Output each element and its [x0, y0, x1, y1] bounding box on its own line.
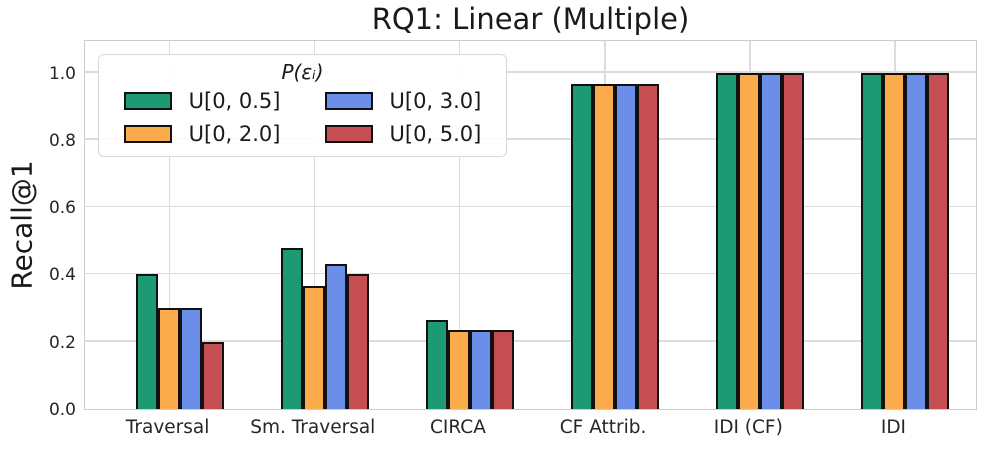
y-tick-label-0.0: 0.0: [48, 400, 76, 420]
gridline-x-0: [168, 41, 171, 409]
bar-group-idi: [833, 41, 978, 409]
x-tick-label-sm-traversal: Sm. Traversal: [250, 417, 376, 438]
bar-circa-U-0-2.0-: [447, 329, 470, 409]
bar-circa-U-0-3.0-: [469, 329, 492, 409]
legend-title: P(εᵢ): [281, 60, 324, 84]
bar-sm-traversal-U-0-2.0-: [302, 286, 325, 409]
gridline-x-1: [313, 41, 316, 409]
legend-label: U[0, 0.5]: [188, 89, 281, 113]
bar-cf-attrib--U-0-3.0-: [615, 84, 638, 409]
bar-cf-attrib--U-0-5.0-: [637, 84, 660, 409]
y-tick-label-0.8: 0.8: [48, 130, 76, 151]
x-tick-label-cf-attrib-: CF Attrib.: [559, 417, 647, 438]
gridline-y-0.2: [85, 340, 976, 342]
bar-idi-cf--U-0-0.5-: [716, 72, 739, 409]
chart-title: RQ1: Linear (Multiple): [371, 2, 690, 36]
bar-group-traversal: [107, 41, 252, 409]
bar-group-circa: [397, 41, 542, 409]
bar-idi-cf--U-0-3.0-: [760, 72, 783, 409]
bar-cf-attrib--U-0-2.0-: [593, 84, 616, 409]
legend-item-U-0-3.0-: U[0, 3.0]: [324, 89, 482, 113]
bar-traversal-U-0-2.0-: [157, 308, 180, 409]
y-tick-label-0.4: 0.4: [48, 265, 76, 286]
bar-traversal-U-0-0.5-: [135, 274, 158, 409]
bar-circa-U-0-5.0-: [491, 329, 514, 409]
bar-idi-U-0-2.0-: [883, 72, 906, 409]
legend-item-U-0-2.0-: U[0, 2.0]: [123, 122, 281, 146]
legend-swatch-icon: [123, 92, 172, 110]
y-tick-label-0.6: 0.6: [48, 198, 76, 219]
bar-group-cf-attrib-: [543, 41, 688, 409]
y-tick-label-1.0: 1.0: [48, 63, 76, 84]
x-tick-label-traversal: Traversal: [125, 417, 210, 438]
bar-idi-cf--U-0-2.0-: [738, 72, 761, 409]
x-tick-label-circa: CIRCA: [429, 417, 486, 438]
legend-item-U-0-0.5-: U[0, 0.5]: [123, 89, 281, 113]
gridline-y-0.6: [85, 205, 976, 208]
bar-sm-traversal-U-0-3.0-: [324, 264, 347, 409]
legend-label: U[0, 5.0]: [389, 122, 482, 146]
legend-swatch-icon: [324, 92, 373, 110]
legend-swatch-icon: [324, 125, 373, 143]
bar-idi-U-0-0.5-: [861, 72, 884, 409]
x-axis-ticks: Traversal Sm. Traversal CIRCA CF Attrib. IDI…: [95, 417, 966, 438]
bar-idi-U-0-3.0-: [905, 72, 928, 409]
bar-sm-traversal-U-0-5.0-: [346, 274, 369, 409]
legend-label: U[0, 2.0]: [188, 122, 281, 146]
bar-group-idi-cf-: [688, 41, 833, 409]
bar-group-sm-traversal: [252, 41, 397, 409]
bar-cf-attrib--U-0-0.5-: [571, 84, 594, 409]
bar-sm-traversal-U-0-0.5-: [280, 247, 303, 409]
legend-label: U[0, 3.0]: [389, 89, 482, 113]
gridline-y-1: [85, 71, 976, 73]
gridline-y-0.4: [85, 272, 976, 275]
x-tick-label-idi: IDI: [880, 417, 907, 438]
plot-area: P(εᵢ) U[0, 0.5] U[0, 2.0] U[0, 3.0] U[0, 5.…: [84, 40, 977, 410]
bar-traversal-U-0-5.0-: [201, 341, 224, 409]
bar-idi-U-0-5.0-: [927, 72, 950, 409]
bar-traversal-U-0-3.0-: [179, 308, 202, 409]
legend: P(εᵢ) U[0, 0.5] U[0, 2.0] U[0, 3.0] U[0, 5.…: [98, 54, 507, 157]
legend-item-U-0-5.0-: U[0, 5.0]: [324, 122, 482, 146]
y-tick-label-0.2: 0.2: [48, 332, 76, 353]
legend-swatch-icon: [123, 125, 172, 143]
legend-items: U[0, 0.5] U[0, 2.0] U[0, 3.0] U[0, 5.0]: [109, 89, 496, 146]
bar-idi-cf--U-0-5.0-: [782, 72, 805, 409]
bar-circa-U-0-0.5-: [425, 319, 448, 409]
x-tick-label-idi-cf-: IDI (CF): [713, 417, 783, 438]
gridline-y-0.8: [85, 138, 976, 140]
gridline-x-2: [458, 41, 461, 409]
